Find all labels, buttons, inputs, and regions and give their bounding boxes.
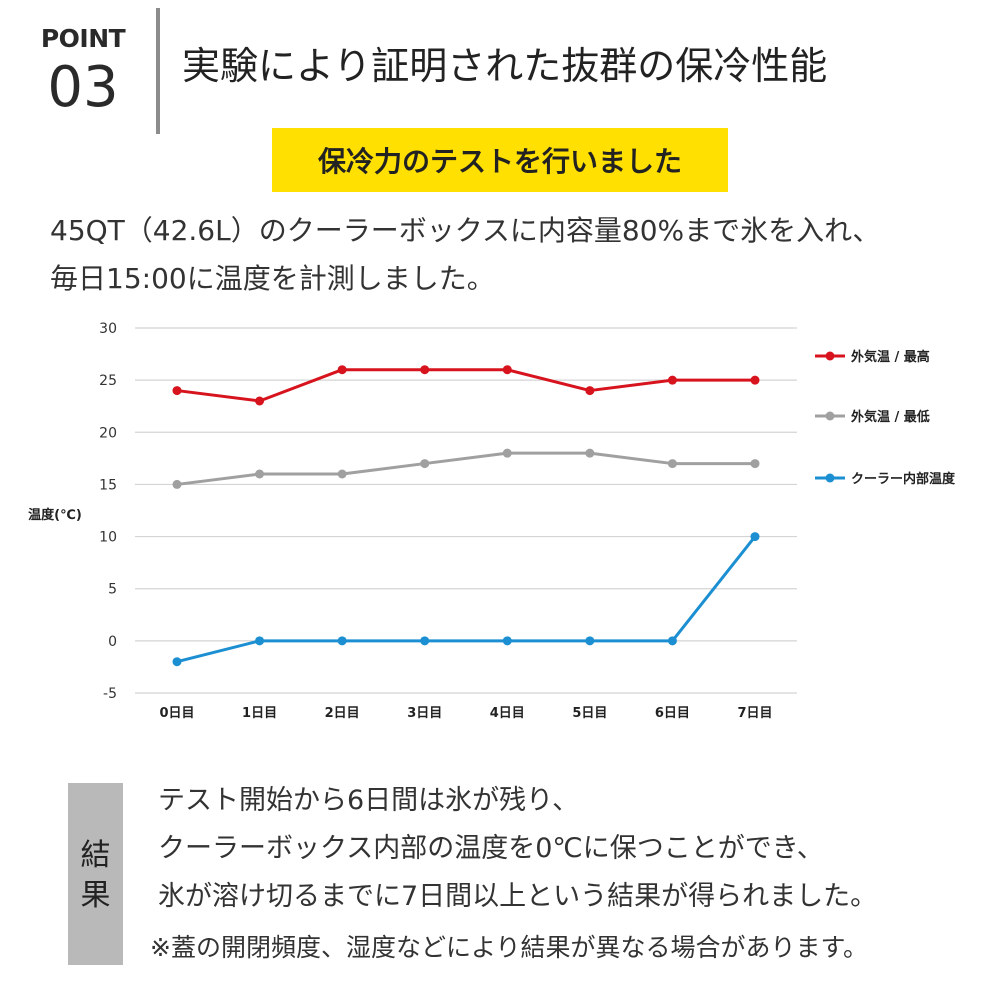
main-heading: 実験により証明された抜群の保冷性能 [182,44,828,88]
data-point [420,365,430,375]
description-line-2: 毎日15:00に温度を計測しました。 [50,262,495,295]
legend-label: 外気温 / 最低 [850,409,930,425]
legend-label: クーラー内部温度 [851,471,956,487]
data-point [420,459,430,469]
x-tick-label: 6日目 [655,706,690,721]
result-note: ※蓋の開閉頻度、湿度などにより結果が異なる場合があります。 [150,933,868,962]
result-label-char-2: 果 [80,878,111,913]
x-tick-label: 3日目 [407,706,442,721]
data-point [750,459,760,469]
data-point [585,636,595,646]
x-tick-label: 2日目 [325,706,360,721]
y-tick-label: 10 [99,530,117,546]
y-tick-label: 20 [99,425,117,441]
highlight-banner: 保冷力のテストを行いました [272,128,728,192]
y-tick-label: 15 [99,477,117,493]
y-tick-label: 25 [99,373,117,389]
x-tick-label: 0日目 [159,706,194,721]
x-tick-label: 7日目 [737,706,772,721]
data-point [172,386,182,396]
data-point [502,365,512,375]
chart-grid [135,327,797,694]
result-label-box [68,783,123,965]
legend-label: 外気温 / 最高 [850,349,930,365]
data-point [502,448,512,458]
result-line-3: 氷が溶け切るまでに7日間以上という結果が得られました。 [158,881,878,912]
result-text: テスト開始から6日間は氷が残り、 クーラーボックス内部の温度を0℃に保つことがで… [158,777,988,921]
y-tick-label: 0 [108,634,117,650]
data-point [337,636,347,646]
chart-series [172,365,760,667]
legend-swatch-marker [825,473,835,483]
result-label: 結 果 [68,836,123,916]
result-line-1: テスト開始から6日間は氷が残り、 [158,785,580,816]
y-tick-label: -5 [103,686,117,702]
legend-swatch-marker [825,351,835,361]
data-point [502,636,512,646]
data-point [255,636,265,646]
data-point [337,469,347,479]
x-tick-label: 1日目 [242,706,277,721]
legend-swatch-marker [825,411,835,421]
point-label: POINT [40,24,126,53]
data-point [750,532,760,542]
x-tick-label: 4日目 [490,706,525,721]
point-number: 03 [47,55,119,120]
banner-text: 保冷力のテストを行いました [317,145,682,178]
data-point [667,459,677,469]
data-point [585,386,595,396]
description-line-1: 45QT（42.6L）のクーラーボックスに内容量80%まで氷を入れ、 [50,214,881,247]
y-axis-label: 温度(℃) [28,507,82,523]
result-label-char-1: 結 [80,838,111,873]
data-point [172,479,182,489]
data-point [585,448,595,458]
series-line-1 [176,368,755,403]
vertical-divider [156,8,160,134]
series-line-3 [176,535,757,664]
y-tick-label: 30 [99,321,117,337]
y-tick-labels: 30 25 20 15 10 5 0 -5 [99,321,117,702]
data-point [667,636,677,646]
y-tick-label: 5 [108,582,117,598]
data-point [172,657,182,667]
data-point [337,365,347,375]
data-point [667,375,677,385]
data-point [420,636,430,646]
description: 45QT（42.6L）のクーラーボックスに内容量80%まで氷を入れ、 毎日15:… [50,207,970,303]
data-point [255,469,265,479]
x-tick-labels: 0日目 1日目 2日目 3日目 4日目 5日目 6日目 7日目 [159,706,772,721]
x-tick-label: 5日目 [572,706,607,721]
result-line-2: クーラーボックス内部の温度を0℃に保つことができ、 [158,833,824,864]
data-point [255,396,265,406]
data-point [750,375,760,385]
series-line-2 [176,451,755,486]
